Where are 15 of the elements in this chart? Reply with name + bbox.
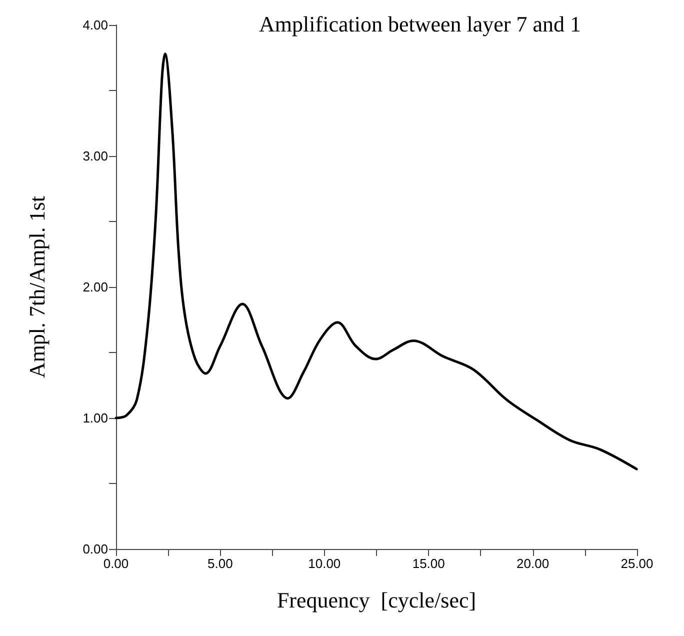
- line-series: [114, 52, 638, 470]
- y-axis-title: Ampl. 7th/Ampl. 1st: [24, 196, 50, 378]
- x-tick-label: 15.00: [412, 556, 445, 571]
- x-tick-label: 5.00: [208, 556, 233, 571]
- y-tick-label: 4.00: [82, 18, 108, 32]
- x-tick-label: 25.00: [620, 556, 654, 571]
- y-tick-label: 2.00: [82, 280, 108, 294]
- y-tick-label: 0.00: [82, 542, 108, 556]
- y-tick-label: 3.00: [82, 148, 108, 164]
- chart-title: Amplification between layer 7 and 1: [259, 12, 581, 36]
- x-tick-label: 0.00: [103, 556, 129, 571]
- x-tick-label: 10.00: [308, 556, 341, 571]
- x-tick-label: 20.00: [516, 556, 550, 571]
- x-axis-title: Frequency [cycle/sec]: [276, 588, 476, 612]
- y-tick-label: 1.00: [82, 410, 108, 426]
